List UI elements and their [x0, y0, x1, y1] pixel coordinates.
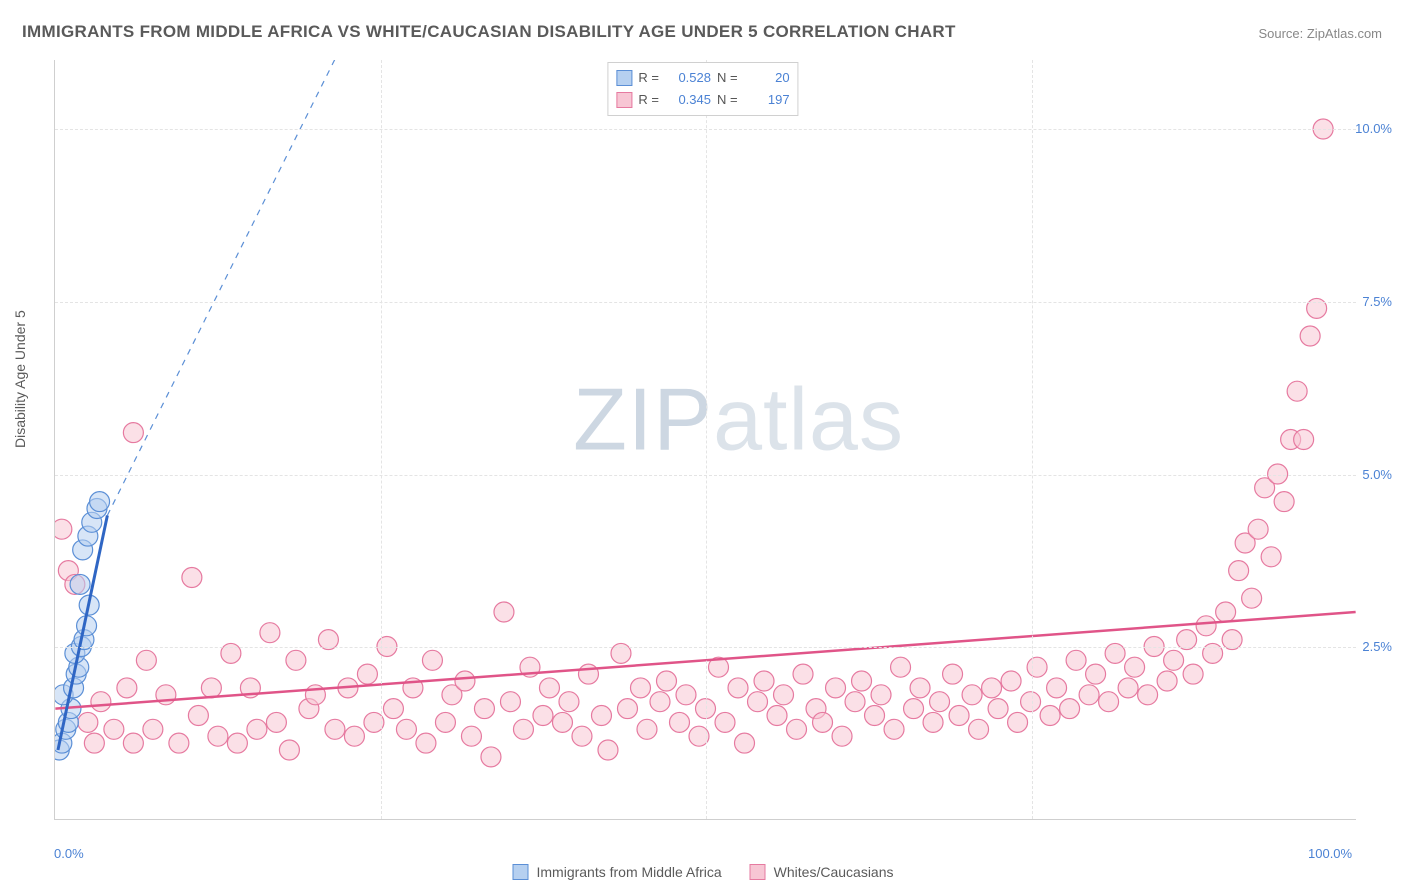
grid-line-vertical — [381, 60, 382, 819]
legend-item-pink: Whites/Caucasians — [750, 864, 894, 880]
grid-line-vertical — [706, 60, 707, 819]
plot-area: ZIPatlas — [54, 60, 1356, 820]
watermark-zip: ZIP — [573, 369, 713, 468]
r-value-blue: 0.528 — [665, 67, 711, 89]
legend-series: Immigrants from Middle Africa Whites/Cau… — [513, 864, 894, 880]
watermark-atlas: atlas — [713, 369, 904, 468]
y-tick-label: 7.5% — [1362, 294, 1392, 309]
y-axis-title: Disability Age Under 5 — [12, 310, 28, 448]
n-label: N = — [717, 67, 738, 89]
r-label: R = — [638, 67, 659, 89]
grid-line-vertical — [1032, 60, 1033, 819]
x-tick-label: 100.0% — [1308, 846, 1352, 861]
swatch-pink — [750, 864, 766, 880]
swatch-blue — [616, 70, 632, 86]
r-label: R = — [638, 89, 659, 111]
swatch-blue — [513, 864, 529, 880]
source-attribution: Source: ZipAtlas.com — [1258, 26, 1382, 41]
y-tick-label: 10.0% — [1355, 121, 1392, 136]
n-value-blue: 20 — [744, 67, 790, 89]
y-tick-label: 5.0% — [1362, 467, 1392, 482]
legend-row-blue: R = 0.528 N = 20 — [616, 67, 789, 89]
r-value-pink: 0.345 — [665, 89, 711, 111]
legend-item-blue: Immigrants from Middle Africa — [513, 864, 722, 880]
legend-label-pink: Whites/Caucasians — [774, 864, 894, 880]
y-tick-label: 2.5% — [1362, 639, 1392, 654]
watermark: ZIPatlas — [573, 368, 904, 470]
legend-label-blue: Immigrants from Middle Africa — [537, 864, 722, 880]
chart-title: IMMIGRANTS FROM MIDDLE AFRICA VS WHITE/C… — [22, 22, 956, 42]
x-tick-label: 0.0% — [54, 846, 84, 861]
legend-row-pink: R = 0.345 N = 197 — [616, 89, 789, 111]
n-value-pink: 197 — [744, 89, 790, 111]
n-label: N = — [717, 89, 738, 111]
legend-correlation: R = 0.528 N = 20 R = 0.345 N = 197 — [607, 62, 798, 116]
swatch-pink — [616, 92, 632, 108]
